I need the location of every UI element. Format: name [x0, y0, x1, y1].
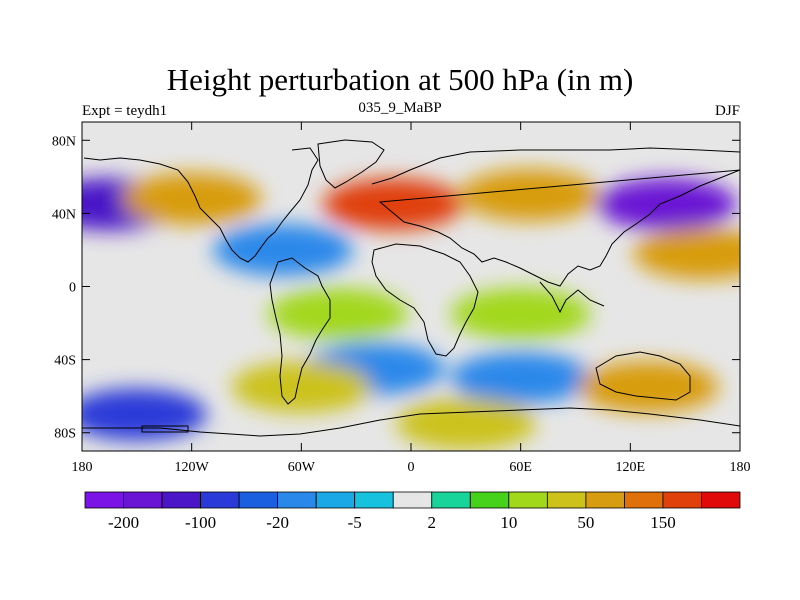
colorbar-box-9: [431, 491, 471, 509]
x-tick-label-5: 120E: [616, 460, 646, 475]
y-tick-label-2: 0: [69, 281, 76, 296]
colorbar-label-0: -200: [108, 513, 139, 532]
coastline-australia: [595, 351, 691, 401]
colorbar-label-6: 50: [577, 513, 594, 532]
experiment-label: Expt = teydh1: [82, 103, 168, 119]
colorbar-box-10: [469, 491, 510, 509]
chart-title: Height perturbation at 500 hPa (in m): [166, 62, 634, 97]
coastline-south-asia: [539, 281, 605, 314]
x-tick-label-4: 60E: [509, 460, 532, 475]
map-plot-area: [82, 122, 740, 451]
coastline-south-america: [269, 257, 331, 405]
coastline-greenland: [317, 139, 385, 189]
field-feature-13: [231, 361, 372, 414]
field-feature-4: [459, 169, 600, 222]
y-tick-label-3: 40S: [54, 354, 76, 369]
period-label: 035_9_MaBP: [358, 100, 442, 116]
colorbar-box-13: [585, 491, 625, 509]
contour-field: [82, 169, 740, 450]
colorbar-box-14: [624, 491, 664, 509]
colorbar-label-2: -20: [266, 513, 289, 532]
coastline-eurasia: [371, 147, 740, 287]
colorbar-label-4: 2: [428, 513, 437, 532]
colorbar-label-1: -100: [185, 513, 216, 532]
field-feature-1: [121, 172, 262, 225]
axis-ticks: 180 120W 60W 0 60E 120E 180 80N 40N 0 40S 80S: [52, 122, 751, 475]
coastline-north-america: [83, 147, 319, 263]
field-feature-11: [578, 361, 719, 414]
coastline-outlines: [82, 139, 740, 437]
coastline-antarctica: [82, 407, 740, 437]
colorbar-box-4: [238, 491, 279, 509]
colorbar-label-7: 150: [650, 513, 676, 532]
field-feature-10: [450, 351, 591, 404]
x-tick-label-3: 0: [408, 460, 415, 475]
x-tick-label-1: 120W: [175, 460, 210, 475]
colorbar-box-0: [84, 491, 124, 509]
field-feature-2: [213, 223, 354, 276]
coastline-africa: [371, 243, 479, 357]
x-tick-label-0: 180: [72, 460, 93, 475]
field-feature-7: [267, 287, 408, 340]
colorbar-box-12: [546, 491, 587, 509]
colorbar-label-5: 10: [500, 513, 517, 532]
colorbar-box-16: [701, 491, 741, 509]
x-tick-label-6: 180: [730, 460, 751, 475]
y-tick-label-1: 40N: [52, 207, 76, 222]
colorbar-box-15: [662, 491, 702, 509]
field-feature-6: [633, 227, 740, 280]
field-feature-8: [450, 287, 591, 340]
coastline-ice-shelf: [141, 425, 189, 433]
colorbar-box-8: [392, 491, 433, 509]
field-feature-5: [596, 178, 737, 231]
y-tick-label-0: 80N: [52, 134, 76, 149]
colorbar-box-11: [508, 491, 548, 509]
x-tick-label-2: 60W: [288, 460, 316, 475]
colorbar-box-7: [354, 491, 394, 509]
colorbar-box-3: [200, 491, 240, 509]
field-feature-14: [395, 397, 536, 450]
field-feature-3: [322, 178, 463, 231]
season-label: DJF: [714, 103, 740, 119]
colorbar-box-5: [277, 491, 317, 509]
colorbar-label-3: -5: [348, 513, 362, 532]
field-feature-12: [82, 388, 207, 441]
y-tick-label-4: 80S: [54, 427, 76, 442]
colorbar-box-2: [161, 491, 201, 509]
colorbar-box-1: [123, 491, 163, 509]
colorbar-box-6: [315, 491, 356, 509]
colorbar: -200 -100 -20 -5 2 10 50 150: [84, 491, 741, 532]
